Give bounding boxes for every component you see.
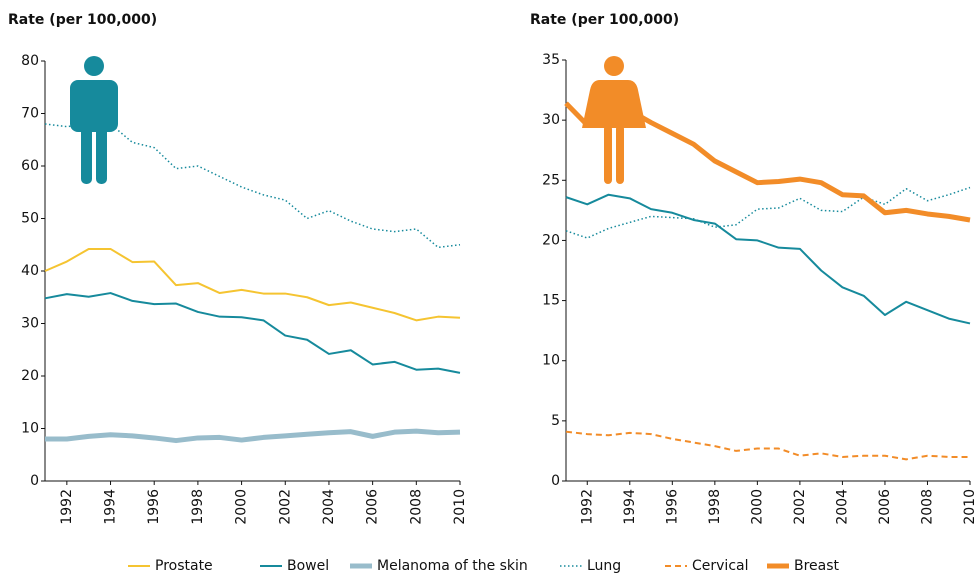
x-tick-label: 2008 <box>408 489 424 525</box>
x-tick-label: 1994 <box>622 489 638 525</box>
series-line <box>44 247 461 322</box>
y-axis-label: Rate (per 100,000) <box>8 12 157 28</box>
x-tick-label: 1992 <box>579 489 595 525</box>
series-line <box>45 428 461 444</box>
y-tick-label: 30 <box>21 316 39 332</box>
y-tick-label: 0 <box>551 473 560 489</box>
y-tick-label: 50 <box>21 211 39 227</box>
x-tick-label: 2002 <box>792 489 808 525</box>
series-line <box>44 123 461 249</box>
x-tick-label: 2006 <box>365 489 381 525</box>
y-tick-label: 20 <box>542 232 560 248</box>
x-tick-label: 2010 <box>452 489 468 525</box>
y-tick-label: 15 <box>542 293 560 309</box>
x-tick-label: 1996 <box>664 489 680 525</box>
y-tick-label: 70 <box>21 106 39 122</box>
series-line <box>565 193 971 325</box>
y-tick-label: 10 <box>542 353 560 369</box>
legend-label: Cervical <box>692 558 749 574</box>
y-tick-label: 0 <box>30 473 39 489</box>
y-tick-label: 20 <box>21 368 39 384</box>
y-tick-label: 35 <box>542 52 560 68</box>
x-tick-label: 2000 <box>234 489 250 525</box>
x-tick-label: 2004 <box>834 489 850 525</box>
legend-label: Bowel <box>287 558 329 574</box>
male-icon <box>70 56 118 184</box>
y-tick-label: 5 <box>551 413 560 429</box>
legend-label: Melanoma of the skin <box>377 558 528 574</box>
series-line <box>565 430 970 461</box>
legend-label: Prostate <box>155 558 213 574</box>
x-tick-label: 2006 <box>877 489 893 525</box>
x-tick-label: 1996 <box>146 489 162 525</box>
female-icon <box>582 56 646 184</box>
y-tick-label: 60 <box>21 158 39 174</box>
x-tick-label: 2004 <box>321 489 337 525</box>
series-line <box>44 292 461 374</box>
x-tick-label: 2002 <box>277 489 293 525</box>
x-tick-label: 1998 <box>707 489 723 525</box>
legend-label: Lung <box>587 558 621 574</box>
y-tick-label: 10 <box>21 421 39 437</box>
y-tick-label: 40 <box>21 263 39 279</box>
y-tick-label: 25 <box>542 172 560 188</box>
y-tick-label: 80 <box>21 53 39 69</box>
y-tick-label: 30 <box>542 112 560 128</box>
x-tick-label: 1998 <box>190 489 206 525</box>
x-tick-label: 2008 <box>919 489 935 525</box>
x-tick-label: 2010 <box>962 489 978 525</box>
y-axis-label: Rate (per 100,000) <box>530 12 679 28</box>
x-tick-label: 1992 <box>59 489 75 525</box>
x-tick-label: 2000 <box>749 489 765 525</box>
legend-label: Breast <box>794 558 840 574</box>
x-tick-label: 1994 <box>103 489 119 525</box>
